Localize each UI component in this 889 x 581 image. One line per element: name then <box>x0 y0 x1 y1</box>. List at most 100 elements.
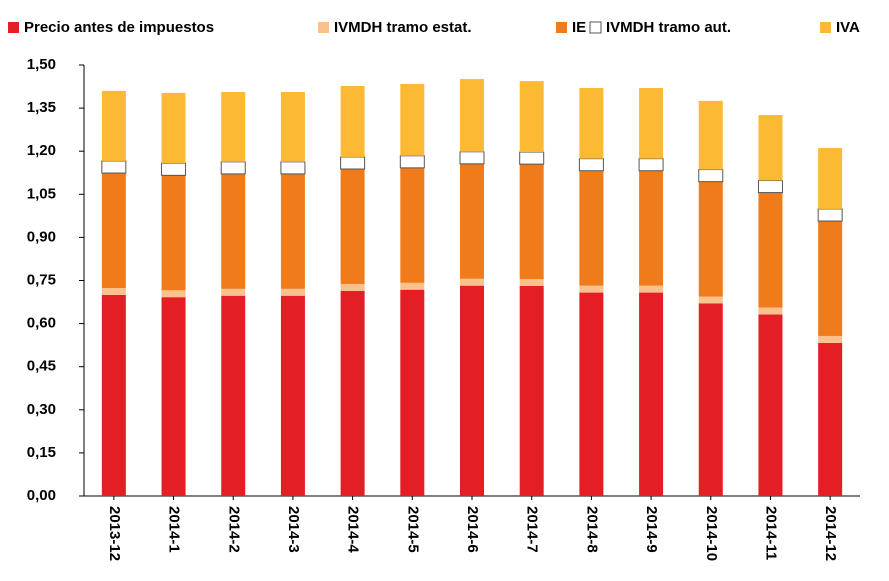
bar-segment <box>519 81 544 153</box>
bar-segment <box>399 155 425 169</box>
bar-segment <box>639 170 664 286</box>
y-tick-label: 0,90 <box>27 228 56 245</box>
y-tick-label: 1,05 <box>27 185 56 202</box>
y-tick-label: 0,00 <box>27 487 56 504</box>
x-tick-label: 2014-9 <box>643 506 660 553</box>
bar-segment <box>639 285 664 293</box>
bar-segment <box>340 156 366 170</box>
bar-segment <box>638 158 664 172</box>
y-tick-label: 1,35 <box>27 99 56 116</box>
legend-label: IVMDH tramo estat. <box>334 19 472 36</box>
bar-segment <box>818 335 843 343</box>
x-tick-label: 2014-11 <box>762 506 779 560</box>
bar-segment <box>698 303 723 496</box>
bar-segment <box>280 288 305 296</box>
bar-segment <box>280 161 306 175</box>
x-tick-label: 2014-3 <box>285 506 302 553</box>
bar-segment <box>459 151 485 165</box>
bar-segment <box>161 297 186 496</box>
x-tick-label: 2014-2 <box>225 506 242 553</box>
bar-segment <box>221 92 246 162</box>
bar-segment <box>280 173 305 289</box>
bar-segment <box>817 208 843 222</box>
bar-segment <box>519 279 544 286</box>
bar-segment <box>340 290 365 496</box>
bar-segment <box>400 282 425 290</box>
bar-segment <box>221 295 246 496</box>
legend-label: IE <box>572 19 586 36</box>
bar-segment <box>101 294 126 496</box>
bar-segment <box>818 148 843 209</box>
bar-segment <box>220 161 246 175</box>
bar-segment <box>698 100 723 170</box>
bar-segment <box>758 192 783 308</box>
bar-segment <box>400 167 425 283</box>
y-tick-label: 0,30 <box>27 401 56 418</box>
bar-segment <box>460 278 484 286</box>
bar-segment <box>578 158 604 172</box>
y-tick-label: 0,45 <box>27 358 56 375</box>
bar-segment <box>579 292 604 496</box>
bar-segment <box>400 289 425 496</box>
bar-segment <box>698 181 723 297</box>
bar-segment <box>818 342 843 496</box>
bar-segment <box>818 221 843 336</box>
bar-segment <box>519 151 545 165</box>
bar-segment <box>340 169 365 284</box>
bar-segment <box>758 114 783 181</box>
bar-segment <box>161 162 187 176</box>
bar-segment <box>579 285 604 293</box>
bar-segment <box>400 83 425 156</box>
bar-segment <box>221 288 246 296</box>
bar-segment <box>280 92 305 162</box>
y-tick-label: 0,60 <box>27 315 56 332</box>
legend-swatch <box>556 22 567 33</box>
legend-swatch <box>8 22 19 33</box>
bar-segment <box>757 180 783 194</box>
legend-label: Precio antes de impuestos <box>24 19 214 36</box>
legend-label: IVMDH tramo aut. <box>606 19 731 36</box>
x-tick-label: 2014-8 <box>583 506 600 553</box>
y-tick-label: 0,15 <box>27 444 56 461</box>
x-tick-label: 2014-5 <box>404 506 421 553</box>
x-tick-label: 2014-12 <box>822 506 839 561</box>
bar-segment <box>221 173 246 289</box>
bar-segment <box>519 164 544 280</box>
legend-swatch <box>318 22 329 33</box>
bar-segment <box>340 85 365 157</box>
legend-swatch <box>820 22 831 33</box>
bar-segment <box>161 92 186 164</box>
legend-label: IVA <box>836 19 860 36</box>
y-tick-label: 0,75 <box>27 271 56 288</box>
x-tick-label: 2014-7 <box>524 506 541 553</box>
bar-segment <box>161 175 186 291</box>
bar-segment <box>101 287 126 295</box>
y-tick-label: 1,20 <box>27 142 56 159</box>
bar-segment <box>161 290 186 298</box>
x-tick-label: 2013-12 <box>106 506 123 561</box>
bar-segment <box>698 169 724 183</box>
x-tick-label: 2014-4 <box>345 506 362 553</box>
x-tick-label: 2014-1 <box>166 506 183 553</box>
bar-segment <box>460 163 484 279</box>
bar-segment <box>340 283 365 291</box>
legend-swatch <box>589 21 602 34</box>
bar-segment <box>280 295 305 496</box>
bar-segment <box>639 292 664 496</box>
bar-segment <box>579 170 604 286</box>
x-tick-label: 2014-6 <box>464 506 481 553</box>
bar-segment <box>698 296 723 304</box>
bar-segment <box>460 79 484 152</box>
bar-segment <box>758 307 783 315</box>
bar-segment <box>579 87 604 159</box>
x-tick-label: 2014-10 <box>703 506 720 561</box>
bar-segment <box>460 285 484 496</box>
y-tick-label: 1,50 <box>27 56 56 73</box>
bar-segment <box>519 285 544 496</box>
bar-segment <box>101 160 127 174</box>
bar-segment <box>639 87 664 159</box>
bar-segment <box>101 173 126 288</box>
bar-segment <box>101 90 126 161</box>
bar-segment <box>758 314 783 496</box>
